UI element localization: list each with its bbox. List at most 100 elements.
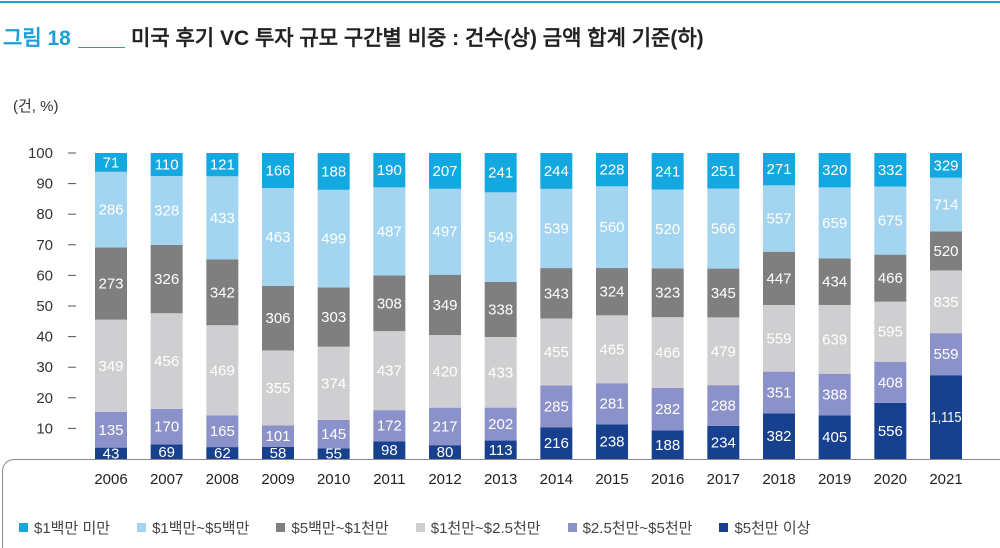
- y-tick-label: 50: [36, 298, 53, 315]
- bar-segment: [95, 319, 127, 412]
- data-label: 659: [822, 215, 847, 232]
- bar-stack-2015: 238 281 465 324 560 228: [596, 153, 628, 459]
- bar-segment: [707, 425, 740, 459]
- data-label: 101: [265, 428, 290, 445]
- data-label: 238: [599, 434, 624, 451]
- figure-label: 그림 18: [3, 27, 71, 50]
- data-label: 188: [321, 163, 346, 180]
- data-label: 465: [599, 341, 624, 358]
- x-axis: 2006 2007 2008 2009 2010 2011 2012 2013 2014 2015…: [94, 471, 962, 488]
- data-label: 172: [377, 418, 402, 435]
- legend-item: $1백만 미만: [19, 517, 110, 538]
- y-tick-label: 30: [36, 359, 53, 376]
- bar-segment: [373, 275, 406, 332]
- data-label: 62: [214, 445, 231, 462]
- y-tick-label: 90: [36, 176, 53, 193]
- legend-label: $1백만~$5백만: [152, 519, 250, 537]
- bar-segment: [484, 440, 517, 459]
- bar-segment: [540, 188, 573, 269]
- data-label: 433: [488, 364, 513, 381]
- data-label: 121: [210, 157, 235, 174]
- x-tick-label: 2006: [94, 471, 127, 488]
- x-tick-label: 2018: [762, 471, 795, 488]
- data-label: 497: [432, 224, 457, 241]
- bar-segment: [150, 408, 183, 445]
- bar-segment: [596, 315, 628, 384]
- bar-stack-2008: 62 165 469 342 433 121: [206, 153, 239, 462]
- chart-title: 미국 후기 VC 투자 규모 구간별 비중 : 건수(상) 금액 합계 기준(하…: [131, 27, 704, 50]
- bar-segment: [373, 441, 406, 459]
- bar-segment: [540, 268, 573, 319]
- legend-item: $1천만~$2.5천만: [415, 517, 541, 538]
- bar-segment: [930, 333, 962, 376]
- bar-segment: [763, 185, 795, 252]
- data-label: 58: [270, 445, 287, 462]
- x-tick-label: 2016: [651, 471, 684, 488]
- bar-segment: [874, 254, 907, 302]
- bar-stack-2010: 55 145 374 303 499 188: [317, 153, 350, 463]
- bar-segment: [95, 411, 127, 448]
- bar-segment: [540, 385, 573, 428]
- bar-segment: [373, 331, 406, 411]
- data-label: 539: [544, 220, 569, 237]
- bar-segment: [206, 153, 239, 177]
- y-tick-label: 10: [36, 420, 53, 437]
- bar-segment: [150, 176, 183, 245]
- bar-segment: [540, 427, 573, 459]
- bar-segment: [95, 171, 127, 248]
- data-label: 98: [381, 442, 398, 459]
- bar-segment: [206, 415, 239, 448]
- bar-stack-2014: 216 285 455 343 539 244: [540, 153, 573, 459]
- bar-segment: [150, 444, 183, 459]
- bar-segment: [150, 313, 183, 409]
- data-label: 469: [210, 362, 235, 379]
- bar-segment: [317, 346, 350, 420]
- legend-label: $5백만~$1천만: [291, 519, 389, 537]
- data-label: 285: [544, 398, 569, 415]
- bar-segment: [763, 251, 795, 305]
- bar-segment: [818, 415, 851, 459]
- y-tick-label: 70: [36, 237, 53, 254]
- data-label: 145: [321, 426, 346, 443]
- bar-segment: [596, 268, 628, 316]
- bar-segment: [596, 383, 628, 425]
- bar-stack-2019: 405 388 639 434 659 320: [818, 153, 851, 459]
- bar-segment: [651, 317, 684, 388]
- unit-label: (건, %): [13, 98, 59, 115]
- bar-segment: [150, 244, 183, 314]
- data-label: 43: [103, 445, 120, 462]
- data-label: 408: [878, 374, 903, 391]
- data-label: 328: [154, 202, 179, 219]
- x-tick-label: 2019: [818, 471, 851, 488]
- bar-segment: [373, 187, 406, 276]
- data-label: 566: [711, 221, 736, 238]
- data-label: 549: [488, 229, 513, 246]
- legend-swatch: [567, 522, 577, 532]
- x-tick-label: 2011: [373, 471, 405, 488]
- data-label: 559: [933, 346, 958, 363]
- x-tick-label: 2017: [707, 471, 740, 488]
- data-label: 329: [933, 157, 958, 174]
- data-label: 69: [158, 444, 175, 461]
- data-label: 559: [766, 330, 791, 347]
- data-label: 349: [98, 358, 123, 375]
- y-axis: 10 20 30 40 50 60 70 80 90 100: [28, 145, 76, 437]
- y-tick-label: 60: [36, 267, 53, 284]
- bar-stack-2018: 382 351 559 447 557 271: [763, 153, 795, 459]
- x-tick-label: 2007: [150, 471, 183, 488]
- bar-stack-2012: 80 217 420 349 497 207: [429, 153, 461, 461]
- data-label: 244: [544, 163, 569, 180]
- data-label: 499: [321, 231, 346, 248]
- bar-segment: [317, 287, 350, 347]
- x-tick-label: 2013: [484, 471, 517, 488]
- bars: 43 135 349 273 286 71 69 170 456 326 328 110 62 165 46…: [95, 153, 962, 463]
- bar-segment: [651, 153, 684, 190]
- data-label: 463: [265, 229, 290, 246]
- bar-segment: [429, 188, 461, 275]
- bar-segment: [707, 317, 740, 386]
- data-label: 675: [878, 213, 903, 230]
- bar-segment: [763, 304, 795, 372]
- bar-stack-2016: 188 282 466 323 520 241: [651, 153, 684, 459]
- data-label: 374: [321, 375, 346, 392]
